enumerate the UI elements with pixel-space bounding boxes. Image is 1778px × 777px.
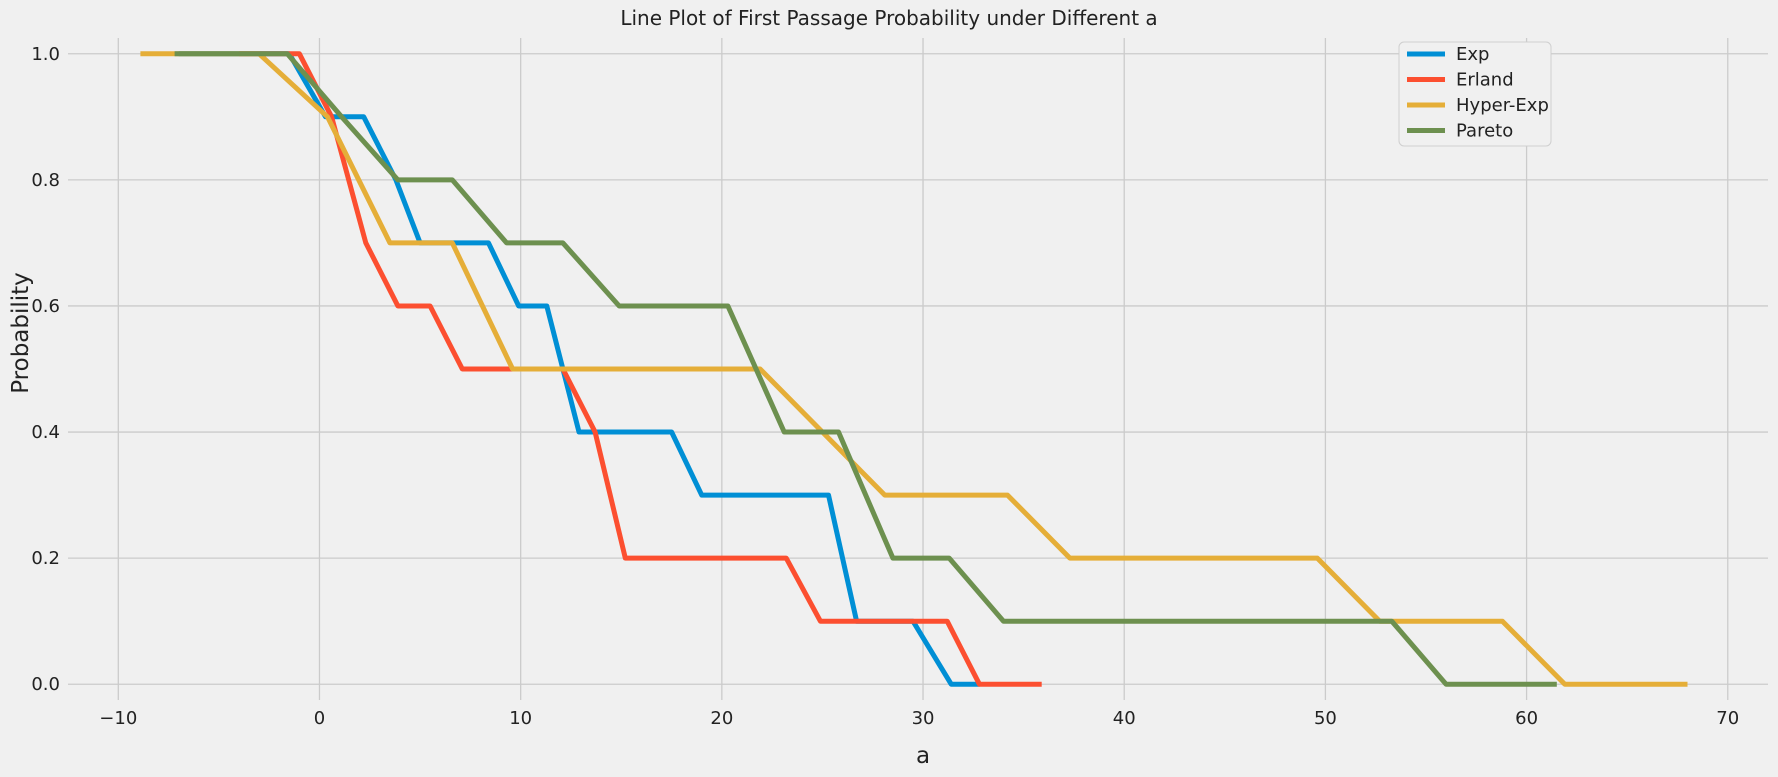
series-line-erland (239, 51, 1042, 687)
series-layer (140, 51, 1688, 687)
y-tick-label: 0.2 (31, 548, 60, 569)
legend-label: Pareto (1456, 121, 1513, 142)
x-tick-label: 70 (1716, 708, 1739, 729)
x-tick-label: 30 (912, 708, 935, 729)
x-tick-label: 20 (710, 708, 733, 729)
y-tick-label: 0.8 (31, 170, 60, 191)
x-tick-label: 60 (1515, 708, 1538, 729)
x-tick-label: 0 (314, 708, 325, 729)
x-tick-label: 40 (1113, 708, 1136, 729)
y-tick-label: 0.6 (31, 296, 60, 317)
legend-label: Exp (1456, 44, 1489, 65)
chart-title: Line Plot of First Passage Probability u… (620, 6, 1157, 30)
y-axis-label: Probability (8, 272, 34, 394)
series-line-hyper-exp (140, 51, 1688, 687)
legend-label: Hyper-Exp (1456, 95, 1549, 116)
y-tick-label: 0.4 (31, 422, 60, 443)
y-tick-label: 0.0 (31, 674, 60, 695)
series-line-pareto (174, 51, 1557, 687)
x-tick-label: 50 (1314, 708, 1337, 729)
x-axis-label: a (916, 743, 930, 769)
legend-label: Erland (1456, 70, 1514, 91)
x-tick-label: 10 (509, 708, 532, 729)
x-tick-label: −10 (99, 708, 137, 729)
legend-box (1398, 41, 1552, 147)
y-tick-label: 1.0 (31, 44, 60, 65)
legend: Exp Erland Hyper-Exp Pareto (1398, 41, 1552, 147)
tick-labels: −10 0 10 20 30 40 50 60 70 0.0 0.2 0.4 0.6 0.8 1.0 (31, 44, 1739, 729)
